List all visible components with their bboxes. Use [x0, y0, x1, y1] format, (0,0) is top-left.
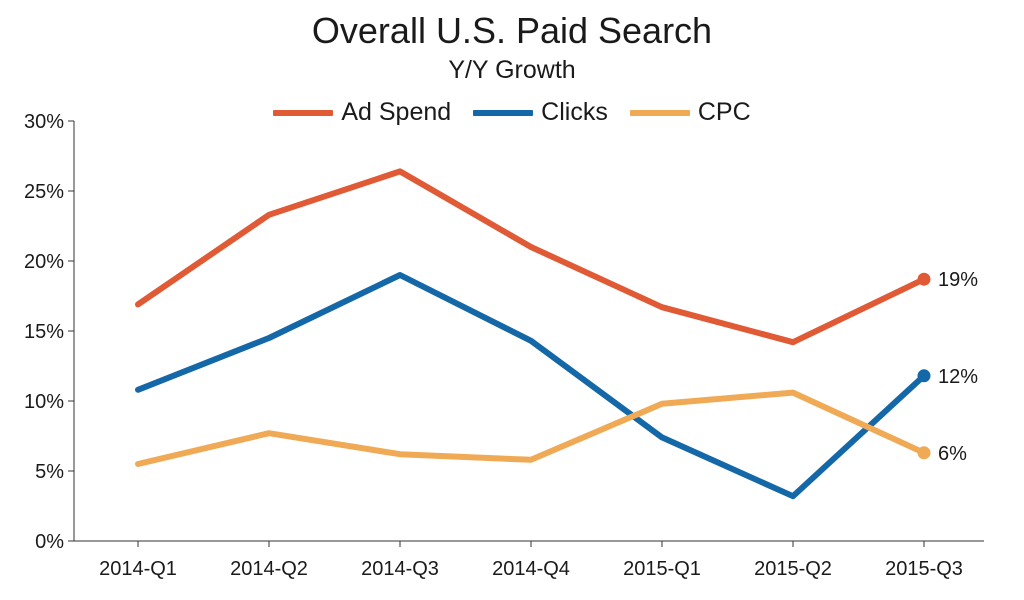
data-label-ad-spend: 19%	[938, 269, 978, 291]
legend-item-cpc: CPC	[629, 98, 751, 127]
legend-item-ad-spend: Ad Spend	[273, 98, 451, 127]
y-tick-label: 20%	[24, 251, 64, 273]
x-tick-label: 2015-Q2	[754, 558, 832, 580]
legend-swatch-clicks	[473, 109, 534, 116]
y-tick-label: 5%	[35, 461, 64, 483]
legend-label-clicks: Clicks	[541, 98, 608, 126]
data-label-cpc: 6%	[938, 443, 967, 465]
data-label-clicks: 12%	[938, 366, 978, 388]
legend-swatch-cpc	[629, 109, 690, 116]
series-line-cpc	[135, 389, 927, 467]
x-tick-label: 2015-Q1	[623, 558, 701, 580]
y-tick-label: 25%	[24, 181, 64, 203]
chart-title: Overall U.S. Paid Search	[311, 10, 713, 51]
chart-subtitle: Y/Y Growth	[448, 56, 576, 84]
series-line-clicks	[135, 272, 927, 500]
legend-swatch-ad-spend	[273, 109, 334, 116]
y-tick-label: 15%	[24, 321, 64, 343]
end-point-clicks	[917, 369, 931, 383]
x-tick-label: 2014-Q4	[492, 558, 570, 580]
x-tick-label: 2015-Q3	[885, 558, 963, 580]
legend: Ad Spend Clicks CPC	[0, 98, 1024, 127]
end-point-cpc	[917, 446, 931, 460]
legend-label-ad-spend: Ad Spend	[341, 98, 452, 126]
y-tick-label: 30%	[24, 111, 64, 133]
y-tick-label: 0%	[35, 531, 64, 553]
x-tick-label: 2014-Q3	[361, 558, 439, 580]
series-line-ad-spend	[135, 168, 927, 346]
y-tick-label: 10%	[24, 391, 64, 413]
x-tick-label: 2014-Q1	[99, 558, 177, 580]
x-tick-label: 2014-Q2	[230, 558, 308, 580]
end-point-ad-spend	[917, 272, 931, 286]
legend-label-cpc: CPC	[697, 98, 751, 126]
legend-item-clicks: Clicks	[473, 98, 608, 127]
